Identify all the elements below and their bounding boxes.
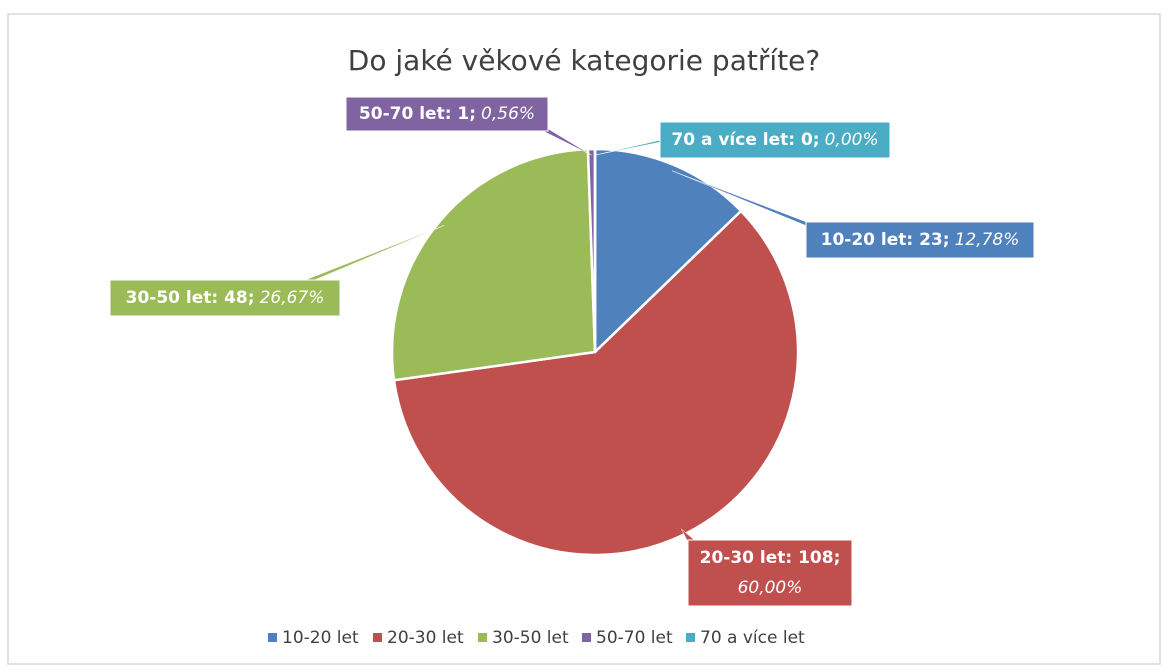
data-label: 70 a více let: 0; 0,00% — [671, 130, 878, 150]
data-label-percent: 60,00% — [738, 578, 803, 598]
legend-label: 20-30 let — [387, 628, 464, 648]
data-label-value: 30-50 let: 48; — [126, 288, 255, 308]
data-label: 50-70 let: 1; 0,56% — [359, 104, 535, 124]
data-label-value: 70 a více let: 0; — [671, 130, 819, 150]
data-label-value: 50-70 let: 1; — [359, 104, 476, 124]
legend-swatch — [373, 633, 382, 642]
data-label-box — [659, 121, 891, 159]
legend-swatch — [478, 633, 487, 642]
data-label-percent: 0,00% — [825, 130, 879, 150]
data-label-box — [687, 539, 853, 607]
legend-swatch — [268, 633, 277, 642]
data-label-box — [109, 279, 341, 317]
pie-slice — [593, 147, 743, 355]
data-label-box — [805, 221, 1035, 259]
data-label-percent: 0,56% — [481, 104, 535, 124]
legend-swatch — [686, 633, 695, 642]
data-label: 20-30 let: 108; 60,00% — [700, 548, 841, 598]
legend-label: 10-20 let — [282, 628, 359, 648]
data-label-value: 10-20 let: 23; — [821, 230, 950, 250]
data-label-percent: 26,67% — [260, 288, 325, 308]
data-label: 10-20 let: 23; 12,78% — [821, 230, 1020, 250]
legend-label: 70 a více let — [700, 628, 805, 648]
data-label-box — [345, 96, 549, 132]
data-label-value: 20-30 let: 108; — [700, 548, 841, 568]
legend-label: 50-70 let — [596, 628, 673, 648]
pie-slice — [390, 147, 597, 382]
data-label: 30-50 let: 48; 26,67% — [126, 288, 325, 308]
chart-title: Do jaké věkové kategorie patříte? — [348, 44, 820, 77]
data-label-percent: 12,78% — [955, 230, 1020, 250]
legend-label: 30-50 let — [492, 628, 569, 648]
legend-swatch — [582, 633, 591, 642]
